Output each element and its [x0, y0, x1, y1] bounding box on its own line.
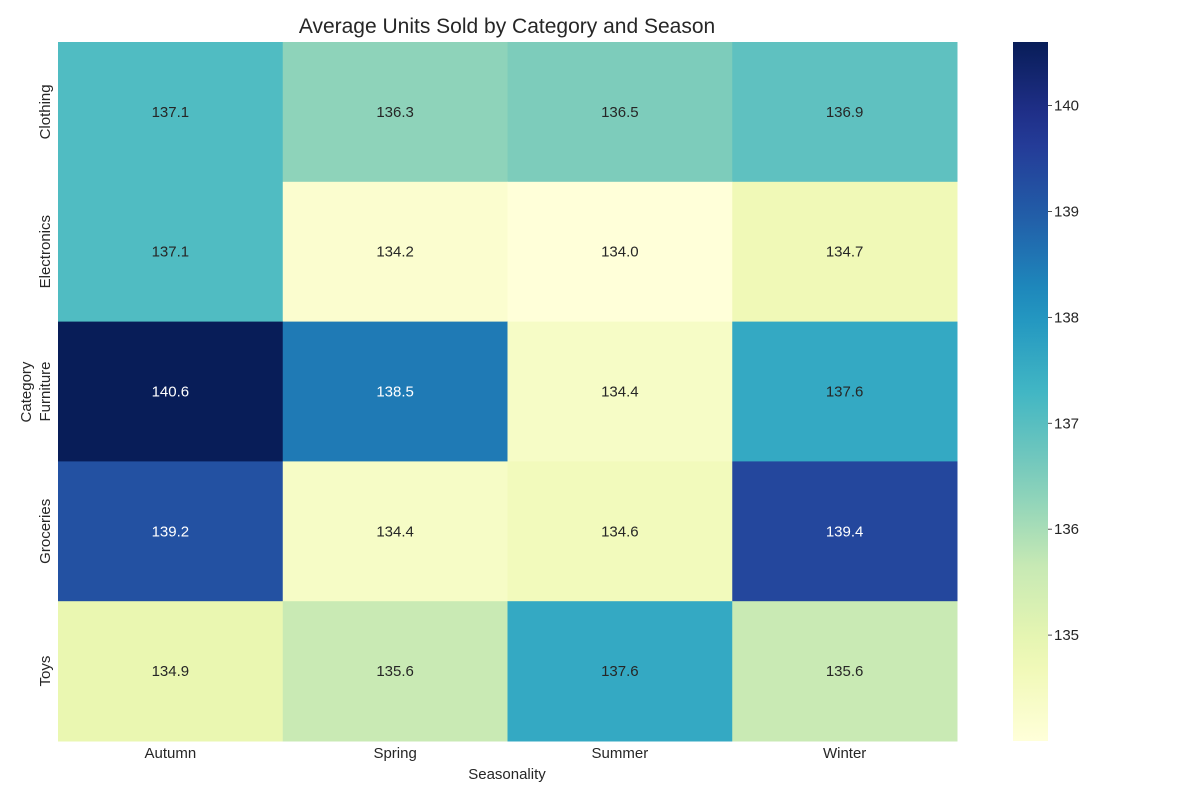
heatmap-cell — [282, 601, 508, 742]
x-tick-label: Autumn — [145, 745, 197, 762]
heatmap-cell — [507, 601, 733, 742]
heatmap-cell — [732, 42, 958, 183]
cell-value-label: 134.7 — [826, 244, 864, 261]
x-axis-label: Seasonality — [468, 766, 546, 783]
colorbar-tick-label: 140 — [1054, 98, 1079, 115]
heatmap-cell — [507, 321, 733, 462]
cell-value-label: 134.9 — [152, 663, 190, 680]
heatmap-cell — [58, 181, 284, 323]
cell-value-label: 137.1 — [152, 244, 190, 261]
heatmap-cell — [282, 181, 508, 323]
colorbar-tick-label: 135 — [1054, 627, 1079, 644]
colorbar-tick-label: 139 — [1054, 203, 1079, 220]
heatmap-cell — [58, 321, 284, 462]
x-tick-label: Summer — [592, 745, 649, 762]
cell-value-label: 139.2 — [152, 523, 190, 540]
cell-value-label: 135.6 — [376, 663, 414, 680]
colorbar-tick-label: 138 — [1054, 309, 1079, 326]
y-tick-labels: Clothing Electronics Furniture Groceries Toy… — [37, 84, 54, 686]
colorbar-gradient — [1013, 42, 1048, 741]
y-axis-label: Category — [18, 361, 35, 422]
heatmap-cell — [282, 42, 508, 183]
cell-value-label: 134.2 — [376, 244, 414, 261]
heatmap-cell — [732, 181, 958, 323]
cell-value-label: 137.6 — [601, 663, 639, 680]
heatmap-cell — [507, 181, 733, 323]
heatmap-cell — [58, 461, 284, 602]
colorbar-tick-label: 137 — [1054, 415, 1079, 432]
heatmap-cell — [58, 42, 284, 183]
heatmap-cell — [58, 601, 284, 742]
x-tick-label: Winter — [823, 745, 866, 762]
cell-value-label: 137.6 — [826, 384, 864, 401]
cell-value-label: 138.5 — [376, 384, 414, 401]
y-tick-label: Furniture — [37, 361, 54, 421]
cell-value-label: 139.4 — [826, 523, 864, 540]
cell-value-label: 134.4 — [376, 523, 414, 540]
colorbar-tick-label: 136 — [1054, 521, 1079, 538]
colorbar-ticks: 135 136 137 138 139 140 — [1048, 98, 1079, 644]
cell-value-label: 136.3 — [376, 104, 414, 121]
x-tick-labels: Autumn Spring Summer Winter — [145, 745, 867, 762]
heatmap-cell — [282, 321, 508, 462]
colorbar: 135 136 137 138 139 140 — [1013, 42, 1079, 741]
cell-value-label: 134.0 — [601, 244, 639, 261]
cell-value-label: 140.6 — [152, 384, 190, 401]
cell-value-label: 136.5 — [601, 104, 639, 121]
cell-value-label: 135.6 — [826, 663, 864, 680]
heatmap-cell — [732, 321, 958, 462]
cell-value-label: 137.1 — [152, 104, 190, 121]
heatmap-cell — [282, 461, 508, 602]
y-tick-label: Toys — [37, 656, 54, 687]
y-tick-label: Clothing — [37, 84, 54, 139]
heatmap-cell — [507, 42, 733, 183]
heatmap-cell — [732, 461, 958, 602]
chart-title: Average Units Sold by Category and Seaso… — [299, 15, 715, 38]
y-tick-label: Groceries — [37, 499, 54, 564]
heatmap-cell — [732, 601, 958, 742]
heatmap-cells: 137.1 136.3 136.5 136.9 137.1 134.2 134.0 134.7… — [58, 42, 958, 742]
heatmap-cell — [507, 461, 733, 602]
cell-value-label: 136.9 — [826, 104, 864, 121]
x-tick-label: Spring — [373, 745, 416, 762]
cell-value-label: 134.6 — [601, 523, 639, 540]
cell-value-label: 134.4 — [601, 384, 639, 401]
y-tick-label: Electronics — [37, 215, 54, 288]
